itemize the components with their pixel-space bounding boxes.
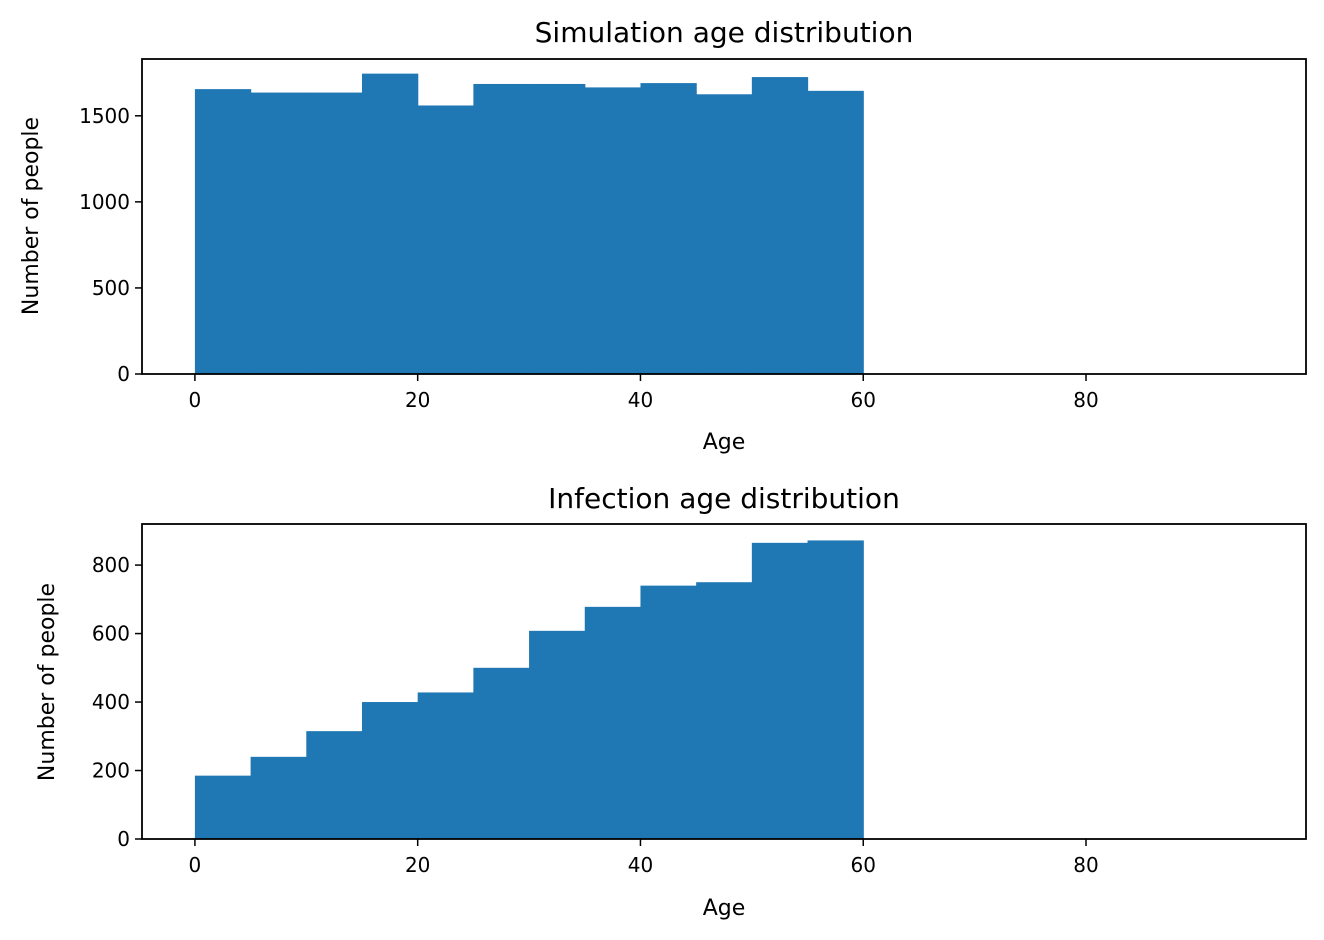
bar [640, 585, 697, 839]
bar [751, 542, 809, 839]
bars [194, 540, 864, 839]
bar [361, 73, 419, 374]
y-tick-label: 500 [92, 276, 130, 300]
y-ticks: 0 200 400 600 800 [92, 553, 142, 851]
bar [584, 606, 642, 839]
y-axis-label: Number of people [19, 117, 44, 315]
x-ticks: 0 20 40 60 80 [189, 374, 1099, 412]
bar [696, 94, 753, 374]
y-tick-label: 400 [92, 690, 130, 714]
bars [194, 73, 864, 375]
x-axis-label: Age [703, 896, 746, 921]
bar [361, 702, 419, 839]
chart-title: Infection age distribution [548, 482, 900, 515]
y-tick-label: 600 [92, 622, 130, 646]
x-tick-label: 0 [189, 853, 202, 877]
bar [751, 77, 809, 375]
y-ticks: 0 500 1000 1500 [79, 104, 142, 386]
chart-title: Simulation age distribution [535, 16, 914, 49]
bar [640, 83, 697, 374]
plot-frame [141, 523, 1307, 840]
bar [306, 731, 363, 839]
chart-top: Simulation age distribution 0 20 40 60 80 0 5… [19, 16, 1307, 455]
y-tick-label: 0 [117, 827, 130, 851]
x-tick-label: 20 [405, 853, 430, 877]
plot-frame [141, 58, 1307, 375]
x-tick-label: 20 [405, 388, 430, 412]
x-tick-label: 60 [851, 853, 876, 877]
y-tick-label: 200 [92, 759, 130, 783]
bar [807, 540, 864, 839]
bar [194, 775, 252, 839]
bar [529, 83, 586, 374]
chart-bottom: Infection age distribution 0 20 40 60 80 0 20… [35, 482, 1307, 921]
bar [529, 630, 586, 839]
x-tick-label: 80 [1073, 853, 1098, 877]
x-tick-label: 40 [628, 853, 653, 877]
x-tick-label: 80 [1073, 388, 1098, 412]
y-axis-label: Number of people [35, 583, 60, 781]
bar [473, 83, 530, 374]
x-tick-label: 40 [628, 388, 653, 412]
bar [584, 87, 642, 374]
bar [807, 90, 864, 374]
x-axis-label: Age [703, 430, 746, 455]
x-ticks: 0 20 40 60 80 [189, 839, 1099, 877]
bar [250, 756, 307, 839]
y-tick-label: 1000 [79, 190, 130, 214]
y-tick-label: 800 [92, 553, 130, 577]
y-tick-label: 0 [117, 362, 130, 386]
bar [194, 89, 252, 374]
bar [696, 582, 753, 839]
bar [306, 92, 363, 374]
bar [473, 667, 530, 839]
y-tick-label: 1500 [79, 104, 130, 128]
x-tick-label: 60 [851, 388, 876, 412]
bar [417, 692, 474, 839]
x-tick-label: 0 [189, 388, 202, 412]
bar [417, 105, 474, 375]
bar [250, 92, 307, 374]
